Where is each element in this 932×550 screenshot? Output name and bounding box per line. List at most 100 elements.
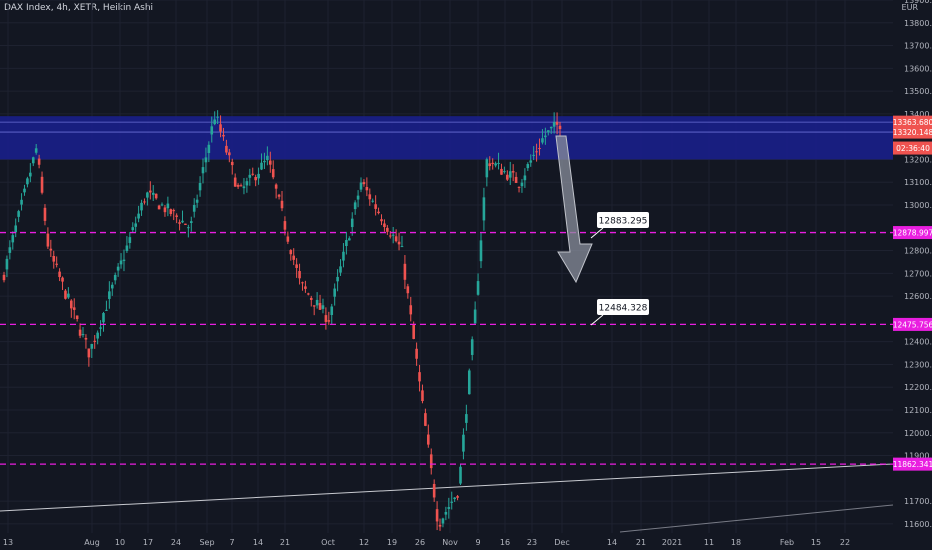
candle-body bbox=[128, 237, 132, 243]
candle-body bbox=[263, 160, 266, 163]
candle-body bbox=[500, 168, 503, 175]
candle-body bbox=[70, 300, 73, 309]
candle-body bbox=[406, 286, 410, 294]
candle-body bbox=[58, 271, 61, 278]
candle-body bbox=[529, 160, 533, 163]
price-axis[interactable]: 13900.000 13800.000 13700.000 13600.000 1350… bbox=[893, 0, 932, 529]
candle-body bbox=[482, 197, 486, 221]
candle-body bbox=[163, 207, 167, 213]
candle-body bbox=[374, 204, 377, 209]
time-tick: 14 bbox=[253, 538, 263, 547]
candle-body bbox=[72, 307, 76, 310]
callout-text: 12883.295 bbox=[599, 217, 648, 227]
time-tick: 22 bbox=[840, 538, 850, 547]
candle-body bbox=[447, 507, 451, 509]
candle-body bbox=[201, 167, 205, 174]
candle-body bbox=[23, 188, 26, 193]
candle-body bbox=[371, 200, 375, 202]
candle-body bbox=[356, 195, 360, 200]
price-label-box bbox=[893, 226, 932, 240]
candle-body bbox=[503, 171, 506, 173]
candle-body bbox=[198, 182, 202, 191]
candle-body bbox=[292, 255, 296, 260]
candle-body bbox=[409, 305, 413, 315]
candle-body bbox=[75, 315, 79, 320]
candle-body bbox=[178, 222, 181, 224]
candle-body bbox=[514, 176, 518, 183]
candle-body bbox=[391, 234, 395, 236]
candle-body bbox=[2, 274, 6, 281]
trend-line bbox=[0, 463, 894, 512]
time-tick: 13 bbox=[3, 538, 13, 547]
candle-body bbox=[418, 372, 421, 382]
candle-body bbox=[78, 329, 82, 336]
candle-body bbox=[555, 121, 559, 125]
candle-body bbox=[274, 184, 278, 189]
callout-pointer bbox=[590, 227, 604, 239]
price-label: 13363.680 bbox=[893, 115, 932, 129]
candle-body bbox=[532, 154, 535, 156]
candle-body bbox=[397, 241, 401, 245]
candle-body bbox=[192, 204, 196, 212]
candle-body bbox=[248, 174, 252, 178]
candle-body bbox=[102, 313, 105, 323]
time-tick: Oct bbox=[321, 538, 335, 547]
candle-body bbox=[403, 263, 407, 280]
currency-label: EUR bbox=[901, 3, 918, 12]
price-tick: 13200.000 bbox=[904, 155, 932, 164]
candle-body bbox=[181, 220, 184, 223]
time-tick: Feb bbox=[780, 538, 794, 547]
time-tick: 7 bbox=[229, 538, 234, 547]
candle-body bbox=[187, 227, 190, 229]
candle-body bbox=[271, 169, 275, 178]
candle-body bbox=[108, 291, 111, 299]
candle-body bbox=[511, 171, 515, 173]
candle-body bbox=[324, 315, 328, 322]
price-tick: 13600.000 bbox=[904, 64, 932, 73]
candle-body bbox=[160, 204, 164, 206]
time-tick: Nov bbox=[442, 538, 458, 547]
candle-body bbox=[544, 135, 547, 138]
candle-body bbox=[301, 282, 304, 284]
price-tick: 12600.000 bbox=[904, 292, 932, 301]
candle-body bbox=[465, 414, 468, 423]
candle-body bbox=[444, 511, 448, 515]
candle-body bbox=[140, 202, 143, 211]
time-tick: 15 bbox=[811, 538, 821, 547]
candle-body bbox=[239, 185, 243, 187]
candle-body bbox=[230, 161, 234, 166]
candle-body bbox=[497, 162, 500, 164]
candle-body bbox=[558, 125, 562, 130]
candle-body bbox=[435, 509, 439, 522]
candle-body bbox=[368, 194, 372, 200]
time-tick: 10 bbox=[115, 538, 125, 547]
candle-body bbox=[189, 221, 193, 223]
candle-body bbox=[146, 192, 149, 198]
candle-body bbox=[365, 186, 369, 191]
candle-body bbox=[549, 126, 553, 129]
candle-body bbox=[345, 240, 348, 247]
chart-title: DAX Index, 4h, XETR, Heikin Ashi bbox=[4, 3, 154, 13]
candle-body bbox=[5, 258, 9, 270]
time-tick: 17 bbox=[143, 538, 153, 547]
zone-edge-lines bbox=[0, 121, 893, 133]
price-annotations: 12883.295 12484.328 bbox=[590, 212, 649, 326]
candle-body bbox=[359, 182, 363, 190]
candle-body bbox=[236, 184, 240, 187]
candle-body bbox=[429, 454, 433, 469]
candle-body bbox=[157, 205, 161, 210]
time-tick: Aug bbox=[84, 538, 100, 547]
time-axis[interactable]: 13 Aug 10 17 24 Sep 7 14 21 Oct 12 19 26 Nov 9 16 23 Dec 1… bbox=[3, 538, 850, 547]
candle-body bbox=[388, 235, 392, 237]
candle-body bbox=[289, 250, 293, 255]
candle-body bbox=[26, 178, 29, 185]
candle-body bbox=[342, 251, 345, 261]
price-tick: 13900.000 bbox=[904, 0, 932, 5]
price-label-box bbox=[893, 141, 932, 155]
price-label: 12475.756 bbox=[893, 317, 932, 331]
candle-body bbox=[233, 177, 237, 187]
support-levels bbox=[0, 231, 893, 465]
candle-body bbox=[260, 162, 263, 170]
candle-body bbox=[131, 227, 135, 231]
